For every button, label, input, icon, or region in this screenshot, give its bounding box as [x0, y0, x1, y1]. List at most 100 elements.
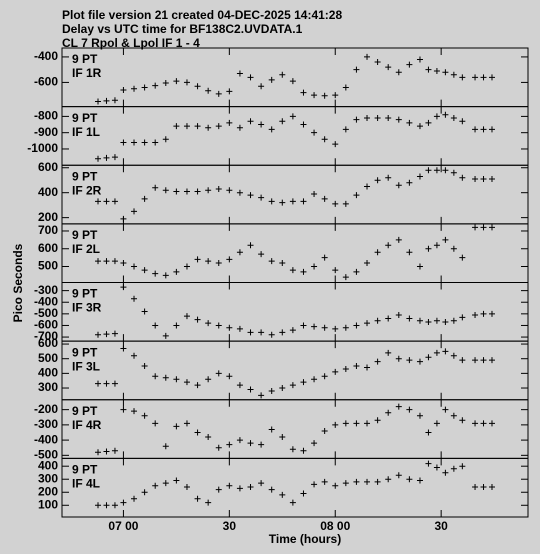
- data-point: [247, 242, 254, 249]
- data-point: [442, 111, 449, 118]
- y-tick-label: 700: [38, 223, 58, 237]
- data-point: [247, 74, 254, 81]
- data-point: [95, 98, 102, 105]
- data-point: [311, 440, 318, 447]
- data-point: [289, 78, 296, 85]
- data-point: [311, 92, 318, 99]
- data-point: [395, 182, 402, 189]
- data-point: [205, 376, 212, 383]
- data-point: [416, 263, 423, 270]
- data-point: [183, 484, 190, 491]
- data-point: [450, 465, 457, 472]
- data-point: [247, 192, 254, 199]
- data-point: [289, 198, 296, 205]
- data-point: [152, 184, 159, 191]
- data-point: [332, 200, 339, 207]
- data-point: [300, 89, 307, 96]
- data-point: [353, 268, 360, 275]
- data-point: [416, 56, 423, 63]
- data-point: [459, 417, 466, 424]
- data-point: [480, 126, 487, 133]
- data-point: [300, 121, 307, 128]
- data-point: [215, 185, 222, 192]
- data-point: [364, 183, 371, 190]
- data-point: [173, 268, 180, 275]
- y-tick-label: 600: [38, 160, 58, 174]
- data-point: [353, 363, 360, 370]
- data-point: [433, 349, 440, 356]
- data-point: [300, 198, 307, 205]
- data-point: [300, 379, 307, 386]
- data-point: [480, 175, 487, 182]
- data-point: [406, 179, 413, 186]
- data-point: [321, 427, 328, 434]
- data-point: [406, 315, 413, 322]
- data-point: [425, 245, 432, 252]
- data-point: [247, 329, 254, 336]
- data-point: [131, 85, 138, 92]
- data-point: [131, 208, 138, 215]
- data-point: [120, 406, 127, 413]
- data-point: [332, 421, 339, 428]
- data-point: [215, 486, 222, 493]
- data-point: [472, 420, 479, 427]
- data-point: [236, 70, 243, 77]
- data-point: [183, 79, 190, 86]
- panel-frame: [61, 47, 529, 108]
- y-tick-label: 400: [38, 458, 58, 472]
- panel-label: IF 3R: [72, 301, 102, 315]
- data-point: [289, 113, 296, 120]
- data-point: [131, 139, 138, 146]
- data-point: [472, 484, 479, 491]
- y-tick-label: -300: [34, 283, 58, 297]
- data-point: [385, 242, 392, 249]
- panel-frame: [61, 223, 529, 283]
- y-tick-label: -500: [34, 448, 58, 462]
- data-point: [342, 274, 349, 281]
- data-point: [459, 357, 466, 364]
- data-point: [488, 126, 495, 133]
- data-point: [406, 406, 413, 413]
- data-point: [321, 478, 328, 485]
- data-point: [289, 499, 296, 506]
- panel-label: 9 PT: [72, 345, 98, 359]
- data-point: [374, 115, 381, 122]
- data-point: [364, 53, 371, 60]
- data-point: [321, 195, 328, 202]
- data-point: [103, 331, 110, 338]
- data-point: [279, 491, 286, 498]
- data-point: [385, 64, 392, 71]
- data-point: [247, 484, 254, 491]
- data-point: [236, 124, 243, 131]
- y-axis-label: Pico Seconds: [11, 243, 25, 322]
- data-point: [279, 71, 286, 78]
- data-point: [395, 236, 402, 243]
- data-point: [472, 175, 479, 182]
- data-point: [194, 495, 201, 502]
- data-point: [173, 78, 180, 85]
- data-point: [279, 329, 286, 336]
- data-point: [353, 116, 360, 123]
- data-point: [425, 66, 432, 73]
- data-point: [141, 139, 148, 146]
- data-point: [183, 379, 190, 386]
- data-point: [131, 408, 138, 415]
- data-point: [173, 188, 180, 195]
- data-point: [395, 472, 402, 479]
- data-point: [173, 477, 180, 484]
- data-point: [111, 97, 118, 104]
- data-point: [364, 420, 371, 427]
- data-point: [395, 403, 402, 410]
- data-point: [433, 420, 440, 427]
- data-point: [120, 499, 127, 506]
- data-point: [353, 420, 360, 427]
- data-point: [258, 392, 265, 399]
- data-point: [342, 200, 349, 207]
- panel-label: 9 PT: [72, 404, 98, 418]
- data-point: [488, 420, 495, 427]
- data-point: [332, 141, 339, 148]
- data-point: [450, 71, 457, 78]
- data-point: [395, 355, 402, 362]
- data-point: [141, 363, 148, 370]
